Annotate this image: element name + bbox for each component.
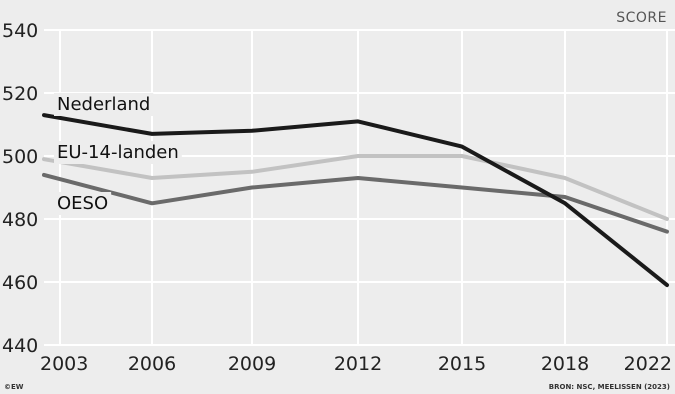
y-tick-label: 440: [2, 335, 38, 357]
source-label: BRON: NSC, MEELISSEN (2023): [549, 383, 670, 391]
axes: 440 460 480 500 520 540 2003 2006 2009 2012 2015 20…: [2, 20, 672, 375]
series-lines: [42, 113, 669, 288]
series-label-bg: [54, 192, 112, 215]
series-labels: Nederland EU-14-landen OESO: [54, 93, 182, 215]
y-tick-label: 460: [2, 272, 38, 294]
x-tick-label: 2018: [541, 353, 589, 375]
series-label-bg: [54, 93, 154, 116]
series-label: EU-14-landen: [57, 142, 179, 163]
y-tick-label: 520: [2, 83, 38, 105]
credit-label: ©EW: [4, 383, 24, 391]
series-label-bg: [54, 141, 182, 164]
series-label: OESO: [57, 193, 108, 214]
x-tick-label: 2003: [40, 353, 88, 375]
unit-label: SCORE: [616, 10, 667, 26]
series-line-nederland: [42, 113, 669, 288]
series-line-oeso: [42, 172, 669, 234]
series-label: Nederland: [57, 94, 150, 115]
y-tick-label: 500: [2, 146, 38, 168]
x-tick-label: 2012: [334, 353, 382, 375]
x-tick-label: 2009: [228, 353, 276, 375]
y-tick-label: 540: [2, 20, 38, 42]
x-tick-label: 2022: [624, 353, 672, 375]
y-tick-label: 480: [2, 209, 38, 231]
grid: [44, 29, 675, 346]
x-tick-label: 2006: [128, 353, 176, 375]
x-tick-label: 2015: [438, 353, 486, 375]
series-line-eu-14-landen: [42, 154, 669, 221]
